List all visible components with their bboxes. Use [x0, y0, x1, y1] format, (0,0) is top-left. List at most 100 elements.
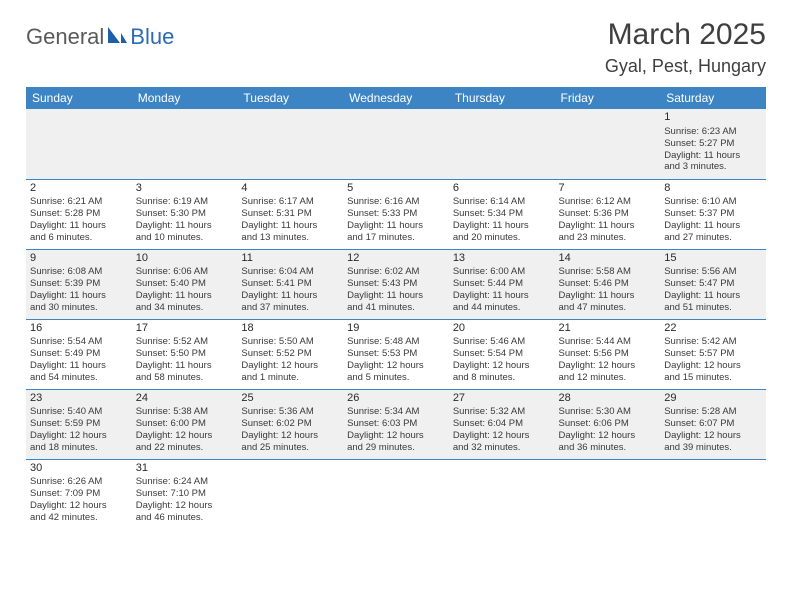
day-header: Tuesday	[237, 87, 343, 109]
day-number: 22	[664, 322, 762, 336]
sunset-text: Sunset: 5:44 PM	[453, 278, 551, 290]
daylight-text: Daylight: 11 hours	[664, 220, 762, 232]
daylight-text: Daylight: 11 hours	[453, 220, 551, 232]
sunrise-text: Sunrise: 6:04 AM	[241, 266, 339, 278]
calendar-cell: 26Sunrise: 5:34 AMSunset: 6:03 PMDayligh…	[343, 389, 449, 459]
calendar-header-row: SundayMondayTuesdayWednesdayThursdayFrid…	[26, 87, 766, 109]
sunset-text: Sunset: 5:59 PM	[30, 418, 128, 430]
calendar-cell: 15Sunrise: 5:56 AMSunset: 5:47 PMDayligh…	[660, 249, 766, 319]
calendar-cell: 22Sunrise: 5:42 AMSunset: 5:57 PMDayligh…	[660, 319, 766, 389]
sunrise-text: Sunrise: 5:58 AM	[559, 266, 657, 278]
calendar-cell: 31Sunrise: 6:24 AMSunset: 7:10 PMDayligh…	[132, 459, 238, 529]
sunrise-text: Sunrise: 5:36 AM	[241, 406, 339, 418]
daylight-text: and 12 minutes.	[559, 372, 657, 384]
sunrise-text: Sunrise: 5:56 AM	[664, 266, 762, 278]
calendar-cell: 24Sunrise: 5:38 AMSunset: 6:00 PMDayligh…	[132, 389, 238, 459]
sunrise-text: Sunrise: 5:44 AM	[559, 336, 657, 348]
daylight-text: and 22 minutes.	[136, 442, 234, 454]
daylight-text: and 58 minutes.	[136, 372, 234, 384]
daylight-text: and 10 minutes.	[136, 232, 234, 244]
sunrise-text: Sunrise: 5:54 AM	[30, 336, 128, 348]
daylight-text: Daylight: 12 hours	[664, 430, 762, 442]
location: Gyal, Pest, Hungary	[605, 56, 766, 77]
day-number: 8	[664, 182, 762, 196]
sunset-text: Sunset: 5:41 PM	[241, 278, 339, 290]
sunrise-text: Sunrise: 5:38 AM	[136, 406, 234, 418]
header: General Blue March 2025 Gyal, Pest, Hung…	[26, 18, 766, 77]
sunrise-text: Sunrise: 5:48 AM	[347, 336, 445, 348]
sunset-text: Sunset: 6:02 PM	[241, 418, 339, 430]
calendar-cell: 13Sunrise: 6:00 AMSunset: 5:44 PMDayligh…	[449, 249, 555, 319]
day-number: 9	[30, 252, 128, 266]
calendar-cell: 2Sunrise: 6:21 AMSunset: 5:28 PMDaylight…	[26, 179, 132, 249]
daylight-text: and 25 minutes.	[241, 442, 339, 454]
daylight-text: Daylight: 11 hours	[30, 290, 128, 302]
calendar-cell: 25Sunrise: 5:36 AMSunset: 6:02 PMDayligh…	[237, 389, 343, 459]
calendar-cell: 16Sunrise: 5:54 AMSunset: 5:49 PMDayligh…	[26, 319, 132, 389]
day-header: Monday	[132, 87, 238, 109]
sunset-text: Sunset: 5:54 PM	[453, 348, 551, 360]
daylight-text: and 39 minutes.	[664, 442, 762, 454]
calendar-cell: 9Sunrise: 6:08 AMSunset: 5:39 PMDaylight…	[26, 249, 132, 319]
daylight-text: Daylight: 12 hours	[453, 360, 551, 372]
daylight-text: and 17 minutes.	[347, 232, 445, 244]
month-title: March 2025	[605, 18, 766, 52]
daylight-text: Daylight: 11 hours	[664, 150, 762, 162]
sunrise-text: Sunrise: 6:26 AM	[30, 476, 128, 488]
daylight-text: and 5 minutes.	[347, 372, 445, 384]
day-number: 17	[136, 322, 234, 336]
daylight-text: Daylight: 12 hours	[453, 430, 551, 442]
calendar-cell: 4Sunrise: 6:17 AMSunset: 5:31 PMDaylight…	[237, 179, 343, 249]
daylight-text: Daylight: 11 hours	[347, 220, 445, 232]
day-number: 24	[136, 392, 234, 406]
sunrise-text: Sunrise: 6:21 AM	[30, 196, 128, 208]
daylight-text: and 47 minutes.	[559, 302, 657, 314]
sunset-text: Sunset: 5:49 PM	[30, 348, 128, 360]
daylight-text: Daylight: 12 hours	[241, 360, 339, 372]
sunset-text: Sunset: 5:50 PM	[136, 348, 234, 360]
sunrise-text: Sunrise: 5:28 AM	[664, 406, 762, 418]
calendar-cell	[132, 109, 238, 179]
sunset-text: Sunset: 5:31 PM	[241, 208, 339, 220]
daylight-text: Daylight: 12 hours	[347, 360, 445, 372]
daylight-text: Daylight: 12 hours	[136, 500, 234, 512]
day-number: 13	[453, 252, 551, 266]
logo-text-blue: Blue	[130, 24, 174, 50]
calendar-cell: 21Sunrise: 5:44 AMSunset: 5:56 PMDayligh…	[555, 319, 661, 389]
sunset-text: Sunset: 6:07 PM	[664, 418, 762, 430]
sunrise-text: Sunrise: 6:19 AM	[136, 196, 234, 208]
daylight-text: and 15 minutes.	[664, 372, 762, 384]
day-number: 1	[664, 111, 762, 125]
daylight-text: and 18 minutes.	[30, 442, 128, 454]
daylight-text: Daylight: 11 hours	[453, 290, 551, 302]
calendar-cell	[237, 459, 343, 529]
day-number: 6	[453, 182, 551, 196]
calendar-cell: 5Sunrise: 6:16 AMSunset: 5:33 PMDaylight…	[343, 179, 449, 249]
day-number: 27	[453, 392, 551, 406]
calendar-cell	[343, 109, 449, 179]
day-number: 10	[136, 252, 234, 266]
daylight-text: and 51 minutes.	[664, 302, 762, 314]
calendar-row: 30Sunrise: 6:26 AMSunset: 7:09 PMDayligh…	[26, 459, 766, 529]
day-number: 3	[136, 182, 234, 196]
daylight-text: and 6 minutes.	[30, 232, 128, 244]
day-number: 4	[241, 182, 339, 196]
day-header: Thursday	[449, 87, 555, 109]
daylight-text: Daylight: 11 hours	[136, 360, 234, 372]
sunset-text: Sunset: 5:27 PM	[664, 138, 762, 150]
calendar: SundayMondayTuesdayWednesdayThursdayFrid…	[26, 87, 766, 529]
sunset-text: Sunset: 5:56 PM	[559, 348, 657, 360]
day-number: 18	[241, 322, 339, 336]
daylight-text: Daylight: 12 hours	[559, 360, 657, 372]
calendar-cell: 14Sunrise: 5:58 AMSunset: 5:46 PMDayligh…	[555, 249, 661, 319]
sunrise-text: Sunrise: 5:34 AM	[347, 406, 445, 418]
daylight-text: Daylight: 11 hours	[241, 220, 339, 232]
calendar-cell: 10Sunrise: 6:06 AMSunset: 5:40 PMDayligh…	[132, 249, 238, 319]
sunrise-text: Sunrise: 6:16 AM	[347, 196, 445, 208]
calendar-cell: 19Sunrise: 5:48 AMSunset: 5:53 PMDayligh…	[343, 319, 449, 389]
calendar-cell: 28Sunrise: 5:30 AMSunset: 6:06 PMDayligh…	[555, 389, 661, 459]
calendar-cell: 18Sunrise: 5:50 AMSunset: 5:52 PMDayligh…	[237, 319, 343, 389]
sunset-text: Sunset: 5:28 PM	[30, 208, 128, 220]
sunrise-text: Sunrise: 6:23 AM	[664, 126, 762, 138]
title-block: March 2025 Gyal, Pest, Hungary	[605, 18, 766, 77]
